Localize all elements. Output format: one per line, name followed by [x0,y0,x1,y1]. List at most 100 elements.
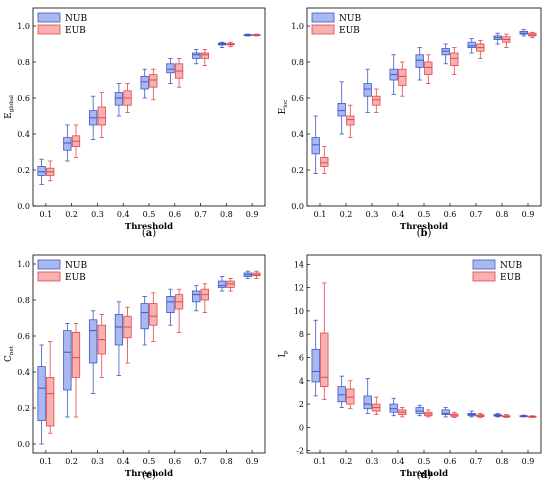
y-axis-title-subscript: loc [283,100,289,108]
legend-label-eub: EUB [339,26,360,36]
y-tick-label: 0.8 [17,58,30,67]
box-iqr [415,54,424,68]
y-axis-title-main: E [278,108,288,115]
box-nub-0.9 [243,270,252,279]
box-iqr [320,156,329,167]
y-axis-title-subscript: global [9,95,15,112]
x-tick-label: 0.7 [470,457,483,466]
box-eub-0.7 [476,40,485,59]
panel-caption-open: ( [417,228,421,239]
box-eub-0.8 [226,277,235,292]
box-iqr [149,303,158,326]
x-tick-label: 0.4 [392,210,405,219]
box-iqr [88,319,98,364]
legend-label-eub: EUB [500,273,521,283]
box-eub-0.1 [46,340,55,434]
box-nub-0.2 [63,124,72,162]
panel-caption-open: ( [142,228,146,239]
y-axis-title-main: E [4,112,14,119]
y-axis-title: Eloc [278,100,289,115]
box-iqr [337,103,346,117]
box-iqr [363,395,372,410]
panel-caption-open: ( [142,470,146,481]
box-nub-0.7 [192,285,201,312]
x-tick-label: 0.2 [340,210,353,219]
box-iqr [450,52,459,66]
box-iqr [441,409,450,415]
legend-swatch-eub [37,271,61,282]
box-iqr [372,95,381,106]
box-iqr [424,61,433,76]
panel-d: -2 0 2 4 6 8 10 12 14 0.1 0.2 0.3 0.4 0.5 0.6 0.7 0.8 0.9… [278,254,542,481]
box-iqr [415,407,424,414]
series-eub [320,31,537,175]
y-axis-title: Ip [278,350,289,358]
y-tick-label: 1.0 [17,22,30,31]
box-iqr [398,68,407,86]
box-eub-0.3 [372,396,381,415]
box-nub-0.8 [217,276,227,292]
x-axis-title: Threshold [125,469,173,479]
y-tick-label: 10 [294,307,304,316]
x-tick-label: 0.6 [168,210,181,219]
panel-a: 0.0 0.2 0.4 0.6 0.8 1.0 0.1 0.2 0.3 0.4 0.5 0.6 0.7 0… [4,7,266,239]
box-nub-0.5 [415,404,424,417]
box-eub-0.8 [502,33,511,48]
y-tick-label: 14 [294,260,304,269]
box-iqr [114,92,124,106]
series-nub [311,319,528,418]
y-tick-label: 0.0 [291,202,304,211]
box-nub-0.3 [363,68,372,113]
box-eub-0.1 [320,282,329,400]
x-tick-label: 0.8 [496,457,509,466]
y-axis-title-subscript: p [283,350,289,354]
legend-label-nub: NUB [500,261,522,271]
legend-swatch-eub [37,24,61,35]
box-iqr [149,74,158,88]
box-nub-0.6 [441,43,450,65]
box-eub-0.3 [372,88,381,113]
box-eub-0.2 [346,380,355,410]
box-eub-0.6 [450,411,459,418]
box-eub-0.4 [123,306,132,364]
x-tick-label: 0.4 [117,457,130,466]
y-tick-label: 0 [299,423,304,432]
box-nub-0.3 [88,310,98,395]
box-nub-0.3 [363,378,372,414]
x-tick-label: 0.3 [91,457,104,466]
panel-caption-letter: c [146,470,152,481]
y-tick-label: 1.0 [17,260,30,269]
box-iqr [346,115,355,126]
x-axis-title: Threshold [125,222,173,232]
box-eub-0.6 [450,47,459,75]
series-nub [37,270,252,445]
y-tick-label: 2 [299,400,304,409]
x-tick-label: 0.3 [366,457,379,466]
panel-caption-close: ) [152,228,156,239]
legend-swatch-nub [37,12,61,23]
box-eub-0.6 [174,288,184,333]
box-iqr [97,106,106,126]
box-iqr [140,303,149,330]
legend-swatch-eub [472,271,496,282]
box-iqr [71,331,81,378]
y-tick-label: 1.0 [291,22,304,31]
x-tick-label: 0.3 [91,210,104,219]
box-eub-0.4 [398,407,407,418]
box-iqr [320,332,329,388]
box-nub-0.7 [467,410,476,418]
legend: NUB EUB [37,259,87,283]
x-tick-label: 0.1 [40,457,53,466]
box-nub-0.1 [311,115,320,175]
x-tick-label: 0.8 [220,210,233,219]
panel-caption-open: ( [417,470,421,481]
legend-swatch-nub [37,259,61,270]
box-eub-0.8 [226,41,235,48]
y-tick-label: 0.4 [17,368,30,377]
box-iqr [337,386,346,403]
x-tick-label: 0.5 [143,210,156,219]
y-tick-label: 0.0 [17,440,30,449]
x-tick-label: 0.1 [314,457,327,466]
x-tick-label: 0.6 [168,457,181,466]
x-tick-label: 0.5 [418,210,431,219]
